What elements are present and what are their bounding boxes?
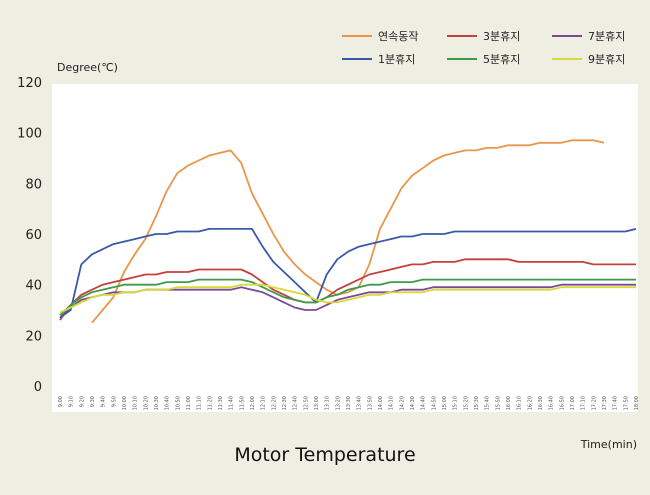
legend-label: 5분휴지 xyxy=(483,53,520,66)
x-tick-label: 10:20 xyxy=(143,396,149,410)
x-tick-label: 12:40 xyxy=(293,396,299,410)
x-tick-label: 13:20 xyxy=(335,396,341,410)
x-tick-label: 11:10 xyxy=(197,396,203,410)
x-tick-label: 11:30 xyxy=(218,396,224,410)
x-tick-label: 10:30 xyxy=(154,396,160,410)
series-line xyxy=(59,283,636,314)
legend-label: 7분휴지 xyxy=(588,30,625,43)
x-tick-label: 11:20 xyxy=(207,396,213,410)
x-tick-label: 13:00 xyxy=(314,396,320,410)
x-tick-label: 12:10 xyxy=(261,396,267,410)
x-tick-label: 16:00 xyxy=(506,396,512,410)
x-tick-label: 17:30 xyxy=(602,396,608,410)
x-tick-label: 16:40 xyxy=(549,396,555,410)
y-tick-label: 0 xyxy=(34,380,42,395)
x-tick-label: 11:00 xyxy=(186,396,192,410)
x-tick-label: 17:00 xyxy=(570,396,576,410)
x-tick-label: 15:20 xyxy=(463,396,469,410)
y-tick-label: 60 xyxy=(25,228,42,243)
x-tick-label: 9:10 xyxy=(69,396,75,407)
x-tick-label: 9:40 xyxy=(101,396,107,407)
x-tick-label: 12:00 xyxy=(250,396,256,410)
x-tick-label: 16:20 xyxy=(527,396,533,410)
series-line xyxy=(59,258,636,321)
series-line xyxy=(59,278,636,316)
x-tick-label: 14:30 xyxy=(410,396,416,410)
y-axis-label: Degree(℃) xyxy=(57,61,118,74)
x-tick-label: 13:50 xyxy=(367,396,373,410)
x-tick-label: 17:50 xyxy=(623,396,629,410)
x-tick-label: 14:20 xyxy=(399,396,405,410)
x-tick-label: 9:00 xyxy=(58,396,64,407)
legend: 연속동작 3분휴지 7분휴지 1분휴지 5분휴지 9분휴지 xyxy=(342,30,625,66)
x-tick-label: 17:20 xyxy=(591,396,597,410)
y-tick-label: 80 xyxy=(25,177,42,192)
x-tick-label: 13:10 xyxy=(325,396,331,410)
legend-label: 9분휴지 xyxy=(588,53,625,66)
x-tick-label: 15:40 xyxy=(485,396,491,410)
x-tick-label: 9:20 xyxy=(79,396,85,407)
x-tick-label: 12:50 xyxy=(303,396,309,410)
x-tick-label: 13:30 xyxy=(346,396,352,410)
y-axis: 0 20 40 60 80 100 120 xyxy=(17,76,42,395)
x-tick-label: 14:10 xyxy=(389,396,395,410)
legend-label: 1분휴지 xyxy=(378,53,415,66)
x-tick-label: 15:10 xyxy=(453,396,459,410)
x-tick-label: 10:50 xyxy=(175,396,181,410)
y-tick-label: 20 xyxy=(25,329,42,344)
x-tick-label: 11:50 xyxy=(239,396,245,410)
x-tick-label: 12:20 xyxy=(271,396,277,410)
series-group xyxy=(59,139,637,324)
x-tick-label: 17:10 xyxy=(581,396,587,410)
x-tick-label: 13:40 xyxy=(357,396,363,410)
y-tick-label: 100 xyxy=(17,127,42,142)
x-tick-label: 9:50 xyxy=(111,396,117,407)
chart-title: Motor Temperature xyxy=(234,444,415,466)
x-tick-label: 9:30 xyxy=(90,396,96,407)
x-tick-label: 11:40 xyxy=(229,396,235,410)
plot-area xyxy=(52,84,638,412)
x-tick-label: 16:30 xyxy=(538,396,544,410)
x-tick-label: 12:30 xyxy=(282,396,288,410)
legend-label: 3분휴지 xyxy=(483,30,520,43)
x-axis-label: Time(min) xyxy=(580,438,637,451)
x-tick-label: 15:50 xyxy=(495,396,501,410)
x-tick-label: 10:40 xyxy=(165,396,171,410)
x-axis: 9:00 9:10 9:20 9:30 9:40 9:50 10:00 10:10 10:20 1… xyxy=(58,396,640,410)
series-line xyxy=(91,139,605,324)
x-tick-label: 16:10 xyxy=(517,396,523,410)
x-tick-label: 14:00 xyxy=(378,396,384,410)
x-tick-label: 16:50 xyxy=(559,396,565,410)
x-tick-label: 14:40 xyxy=(421,396,427,410)
legend-label: 연속동작 xyxy=(378,30,418,43)
x-tick-label: 10:00 xyxy=(122,396,128,410)
x-tick-label: 18:00 xyxy=(634,396,640,410)
series-line xyxy=(59,228,637,319)
y-tick-label: 120 xyxy=(17,76,42,91)
x-tick-label: 15:00 xyxy=(442,396,448,410)
y-tick-label: 40 xyxy=(25,279,42,294)
x-tick-label: 10:10 xyxy=(133,396,139,410)
x-tick-label: 15:30 xyxy=(474,396,480,410)
x-tick-label: 17:40 xyxy=(613,396,619,410)
x-tick-label: 14:50 xyxy=(431,396,437,410)
